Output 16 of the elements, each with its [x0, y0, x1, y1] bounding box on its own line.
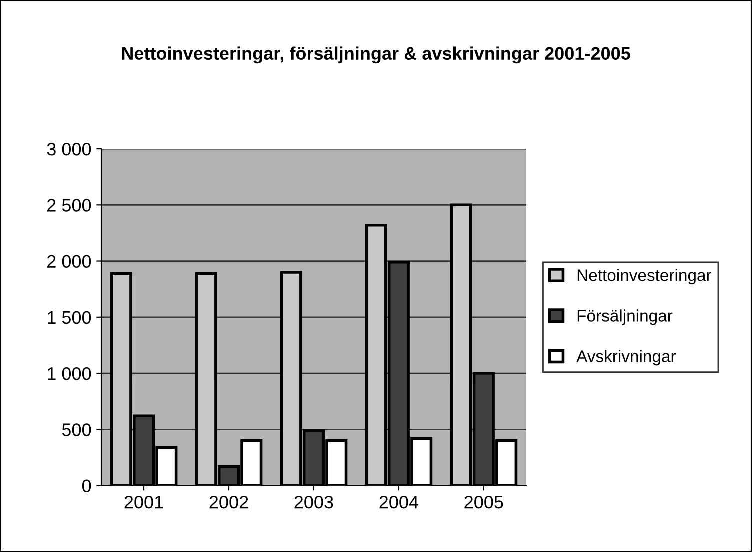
- legend-label: Avskrivningar: [576, 350, 676, 366]
- y-tick-label: 2 000: [48, 255, 92, 268]
- legend-label: Nettoinvesteringar: [578, 269, 712, 285]
- y-tick-label: 0: [82, 480, 92, 492]
- y-tick-label: 1 000: [48, 367, 92, 380]
- x-tick-label: 2002: [210, 496, 248, 509]
- x-tick-label: 2003: [294, 496, 334, 509]
- x-tick-label: 2004: [380, 496, 418, 509]
- x-tick-label: 2001: [124, 496, 164, 509]
- x-tick-label: 2005: [464, 496, 504, 509]
- legend-label: Försäljningar: [578, 310, 673, 326]
- y-tick-label: 1 500: [48, 311, 92, 324]
- chart-title: Nettoinvesteringar, försäljningar & avskrivningar 2001-2005: [122, 46, 630, 64]
- y-tick-label: 2 500: [48, 199, 92, 212]
- y-tick-label: 3 000: [47, 142, 92, 156]
- y-tick-label: 500: [62, 424, 92, 436]
